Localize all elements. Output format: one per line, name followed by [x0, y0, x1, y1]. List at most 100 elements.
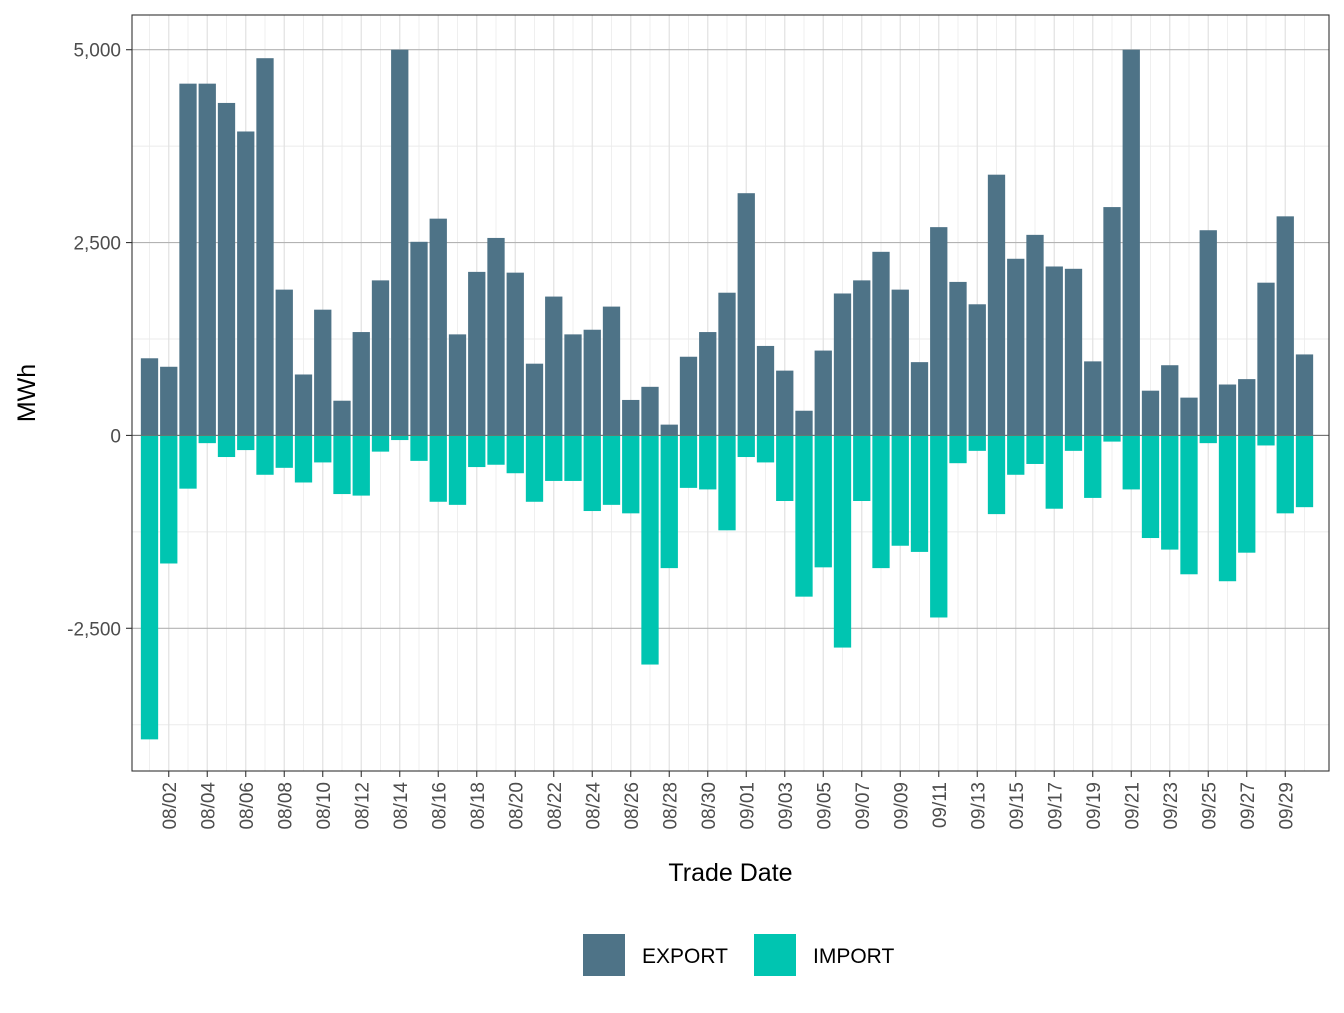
- import-bar: [737, 435, 755, 458]
- export-bar: [583, 329, 601, 436]
- export-bar: [256, 58, 274, 436]
- import-bar: [872, 435, 890, 569]
- export-bar: [1045, 266, 1063, 436]
- import-bar: [429, 435, 447, 502]
- import-bar: [256, 435, 274, 475]
- export-bar: [987, 174, 1006, 436]
- export-bar: [1199, 230, 1217, 436]
- x-tick-label: 08/26: [622, 782, 643, 830]
- import-bar: [545, 435, 563, 481]
- import-bar: [1180, 435, 1198, 575]
- import-bar: [660, 435, 678, 569]
- x-tick-label: 08/12: [352, 782, 373, 830]
- import-bar: [1161, 435, 1179, 550]
- import-bar: [583, 435, 601, 512]
- import-bar: [756, 435, 775, 463]
- export-bar: [814, 350, 832, 436]
- x-tick-label: 08/18: [468, 782, 489, 830]
- import-bar: [391, 435, 409, 441]
- import-bar: [564, 435, 582, 481]
- import-bar: [275, 435, 293, 468]
- y-tick-label: 5,000: [73, 41, 121, 62]
- export-bar: [872, 251, 890, 436]
- x-axis: 08/02 08/04 08/06 08/08 08/10 08/12 08/14 08/16…: [160, 771, 1297, 830]
- x-tick-label: 09/23: [1161, 782, 1182, 830]
- export-bar: [160, 366, 178, 436]
- export-bar: [679, 356, 698, 436]
- x-tick-label: 08/16: [429, 782, 450, 830]
- legend-label-import: IMPORT: [813, 945, 894, 968]
- x-tick-label: 09/07: [853, 782, 874, 830]
- export-bar: [1161, 365, 1179, 436]
- panel-border: [131, 14, 1330, 772]
- export-bar: [237, 131, 255, 436]
- import-bar: [602, 435, 621, 505]
- x-tick-label: 09/15: [1007, 782, 1028, 830]
- import-bar: [294, 435, 313, 483]
- bars: [140, 49, 1314, 740]
- import-bar: [641, 435, 659, 665]
- x-tick-label: 08/06: [237, 782, 258, 830]
- import-bar: [352, 435, 370, 496]
- x-tick-label: 09/19: [1084, 782, 1105, 830]
- x-tick-label: 08/30: [699, 782, 720, 830]
- export-bar: [429, 218, 447, 436]
- import-bar: [987, 435, 1006, 515]
- import-bar: [930, 435, 948, 618]
- x-tick-label: 09/03: [776, 782, 797, 830]
- export-bar: [756, 345, 775, 436]
- x-tick-label: 09/11: [930, 782, 951, 828]
- import-bar: [198, 435, 216, 444]
- import-bar: [1257, 435, 1275, 446]
- import-bar: [1276, 435, 1294, 514]
- import-bar: [1064, 435, 1083, 451]
- export-bar: [641, 386, 659, 436]
- import-bar: [333, 435, 351, 495]
- import-bar: [949, 435, 967, 464]
- export-bar: [468, 271, 486, 436]
- import-bar: [468, 435, 486, 468]
- legend: EXPORT IMPORT: [583, 934, 894, 976]
- export-bar: [294, 374, 313, 436]
- legend-swatch-export: [583, 934, 625, 976]
- x-tick-label: 08/08: [275, 782, 296, 830]
- export-bar: [1295, 354, 1314, 436]
- y-axis-title: MWh: [13, 364, 41, 422]
- export-bar: [1064, 268, 1083, 436]
- export-bar: [1276, 216, 1294, 436]
- import-bar: [776, 435, 794, 501]
- import-bar: [371, 435, 390, 452]
- export-bar: [506, 272, 524, 436]
- export-bar: [660, 424, 678, 436]
- y-axis: -2,500 0 2,500 5,000: [67, 41, 132, 640]
- y-tick-label: 2,500: [73, 234, 121, 255]
- export-bar: [140, 358, 159, 436]
- export-bar: [968, 304, 986, 436]
- x-tick-label: 08/02: [160, 782, 181, 830]
- export-bar: [314, 309, 332, 436]
- import-bar: [1238, 435, 1256, 553]
- x-tick-label: 09/27: [1238, 782, 1259, 830]
- export-bar: [853, 280, 871, 436]
- import-bar: [1218, 435, 1237, 582]
- export-bar: [448, 334, 467, 436]
- import-bar: [833, 435, 852, 648]
- export-bar: [217, 102, 236, 436]
- import-bar: [1295, 435, 1314, 508]
- import-bar: [237, 435, 255, 451]
- export-bar: [910, 362, 929, 436]
- export-bar: [564, 334, 582, 436]
- import-bar: [217, 435, 236, 458]
- export-bar: [718, 292, 736, 436]
- export-bar: [1180, 397, 1198, 436]
- export-bar: [545, 296, 563, 436]
- import-bar: [179, 435, 197, 489]
- export-bar: [737, 193, 755, 436]
- import-bar: [525, 435, 544, 502]
- export-bar: [949, 281, 967, 436]
- import-bar: [910, 435, 929, 552]
- x-tick-label: 08/28: [660, 782, 681, 830]
- x-tick-label: 08/22: [545, 782, 566, 830]
- export-bar: [333, 400, 351, 436]
- export-bar: [930, 227, 948, 436]
